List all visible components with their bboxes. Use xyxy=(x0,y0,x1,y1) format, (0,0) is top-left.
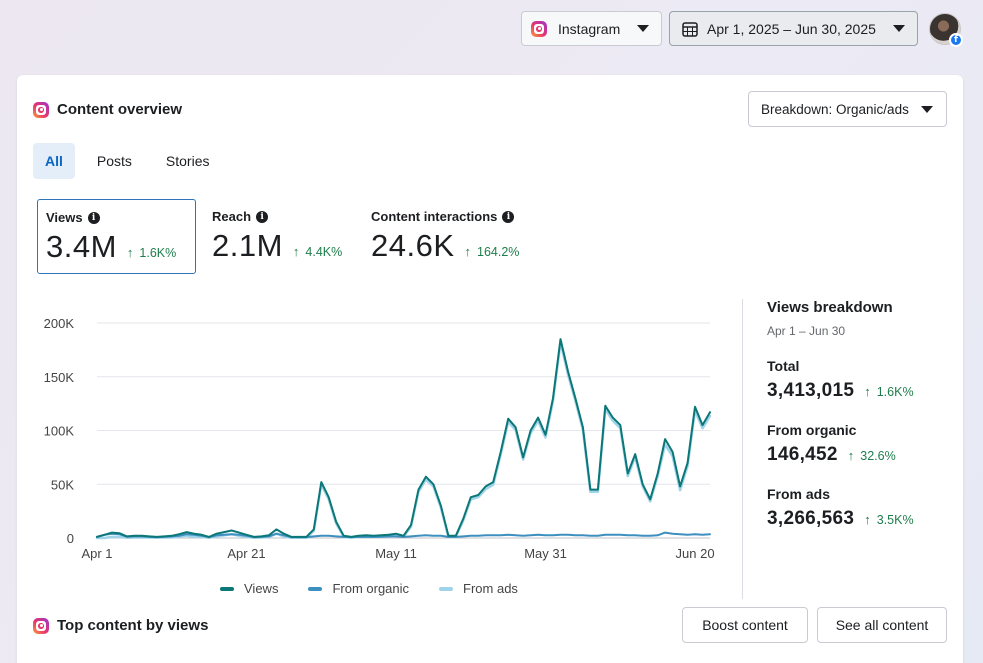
breakdown-change: 1.6K% xyxy=(876,384,914,399)
breakdown-label: From ads xyxy=(767,486,831,502)
metric-value: 3.4M xyxy=(46,229,117,264)
breakdown-label: Breakdown: Organic/ads xyxy=(761,101,909,117)
arrow-up-icon: ↑ xyxy=(847,447,855,463)
metric-content-interactions[interactable]: Content interactions i 24.6K ↑ 164.2% xyxy=(363,199,563,274)
views-breakdown-title: Views breakdown xyxy=(767,299,893,316)
metric-label: Content interactions xyxy=(371,209,498,224)
metric-value: 2.1M xyxy=(212,228,283,263)
metric-change: 4.4K% xyxy=(305,244,343,259)
arrow-up-icon: ↑ xyxy=(126,245,134,260)
legend-label: Views xyxy=(244,581,279,596)
tab-posts[interactable]: Posts xyxy=(96,153,132,169)
content-overview-header: Content overview xyxy=(33,101,182,118)
boost-content-button[interactable]: Boost content xyxy=(682,607,808,643)
series-line-organic xyxy=(96,531,711,539)
y-tick-label: 50K xyxy=(51,477,74,492)
metric-change: 164.2% xyxy=(477,244,520,259)
breakdown-label: From organic xyxy=(767,422,857,438)
metric-change: 1.6K% xyxy=(139,245,177,260)
date-range-dropdown[interactable]: Apr 1, 2025 – Jun 30, 2025 xyxy=(669,11,918,46)
breakdown-value: 146,452 xyxy=(767,444,838,465)
legend-ads[interactable]: From ads xyxy=(439,581,518,596)
x-tick-label: Apr 21 xyxy=(227,546,265,561)
info-icon[interactable]: i xyxy=(502,210,515,223)
legend-swatch xyxy=(220,586,234,591)
metric-value: 24.6K xyxy=(371,228,455,263)
info-icon[interactable]: i xyxy=(87,211,100,224)
content-overview-title: Content overview xyxy=(57,101,183,118)
legend-label: From organic xyxy=(332,581,410,596)
chevron-down-icon xyxy=(921,106,933,113)
breakdown-label: Total xyxy=(767,358,800,374)
see-all-content-button[interactable]: See all content xyxy=(817,607,947,643)
views-breakdown-panel: Views breakdown Apr 1 – Jun 30 Total 3,4… xyxy=(767,299,914,530)
arrow-up-icon: ↑ xyxy=(292,244,300,259)
instagram-icon xyxy=(531,20,547,37)
facebook-icon: f xyxy=(949,33,963,47)
avatar[interactable]: f xyxy=(929,13,963,47)
divider xyxy=(742,299,743,599)
top-content-title: Top content by views xyxy=(57,617,209,634)
chart-legend: Views From organic From ads xyxy=(220,581,548,596)
y-tick-label: 0 xyxy=(67,531,74,546)
content-overview-card: Content overview Breakdown: Organic/ads … xyxy=(17,75,963,663)
calendar-icon xyxy=(682,21,698,37)
instagram-icon xyxy=(33,617,49,634)
views-line-chart[interactable]: 0 50K 100K 150K 200K Apr 1 Apr 21 May 11 May 31 J… xyxy=(17,295,737,575)
metric-reach[interactable]: Reach i 2.1M ↑ 4.4K% xyxy=(204,199,364,274)
breakdown-change: 3.5K% xyxy=(876,512,914,527)
breakdown-change: 32.6% xyxy=(860,448,896,463)
legend-label: From ads xyxy=(463,581,518,596)
arrow-up-icon: ↑ xyxy=(464,244,472,259)
breakdown-dropdown[interactable]: Breakdown: Organic/ads xyxy=(748,91,947,127)
metric-label: Reach xyxy=(212,209,252,224)
breakdown-value: 3,413,015 xyxy=(767,380,855,401)
breakdown-organic: From organic 146,452 ↑ 32.6% xyxy=(767,422,914,466)
series-line-views xyxy=(96,338,711,538)
y-tick-label: 100K xyxy=(44,424,75,439)
metric-views[interactable]: Views i 3.4M ↑ 1.6K% xyxy=(37,199,196,274)
views-breakdown-range: Apr 1 – Jun 30 xyxy=(767,324,846,338)
platform-label: Instagram xyxy=(558,20,621,37)
metric-label: Views xyxy=(46,210,83,225)
content-type-tabs: All Posts Stories xyxy=(33,143,231,179)
y-tick-label: 200K xyxy=(44,316,75,331)
legend-organic[interactable]: From organic xyxy=(308,581,409,596)
chevron-down-icon xyxy=(893,25,905,32)
platform-dropdown[interactable]: Instagram xyxy=(521,11,662,46)
legend-swatch xyxy=(308,586,323,591)
instagram-icon xyxy=(33,101,49,118)
legend-views[interactable]: Views xyxy=(220,581,278,596)
breakdown-ads: From ads 3,266,563 ↑ 3.5K% xyxy=(767,486,914,530)
date-range-label: Apr 1, 2025 – Jun 30, 2025 xyxy=(707,20,876,37)
tab-stories[interactable]: Stories xyxy=(165,153,210,169)
x-tick-label: May 11 xyxy=(375,546,417,561)
top-content-header: Top content by views xyxy=(33,617,208,634)
tab-all[interactable]: All xyxy=(33,143,75,179)
chevron-down-icon xyxy=(637,25,649,32)
series-line-ads xyxy=(95,341,712,540)
info-icon[interactable]: i xyxy=(256,210,269,223)
y-tick-label: 150K xyxy=(44,370,75,385)
breakdown-value: 3,266,563 xyxy=(767,508,855,529)
arrow-up-icon: ↑ xyxy=(864,511,871,527)
breakdown-total: Total 3,413,015 ↑ 1.6K% xyxy=(767,358,914,402)
x-tick-label: May 31 xyxy=(524,546,567,561)
arrow-up-icon: ↑ xyxy=(864,383,871,399)
x-tick-label: Jun 20 xyxy=(676,546,715,561)
x-tick-label: Apr 1 xyxy=(81,546,112,561)
legend-swatch xyxy=(439,586,454,591)
